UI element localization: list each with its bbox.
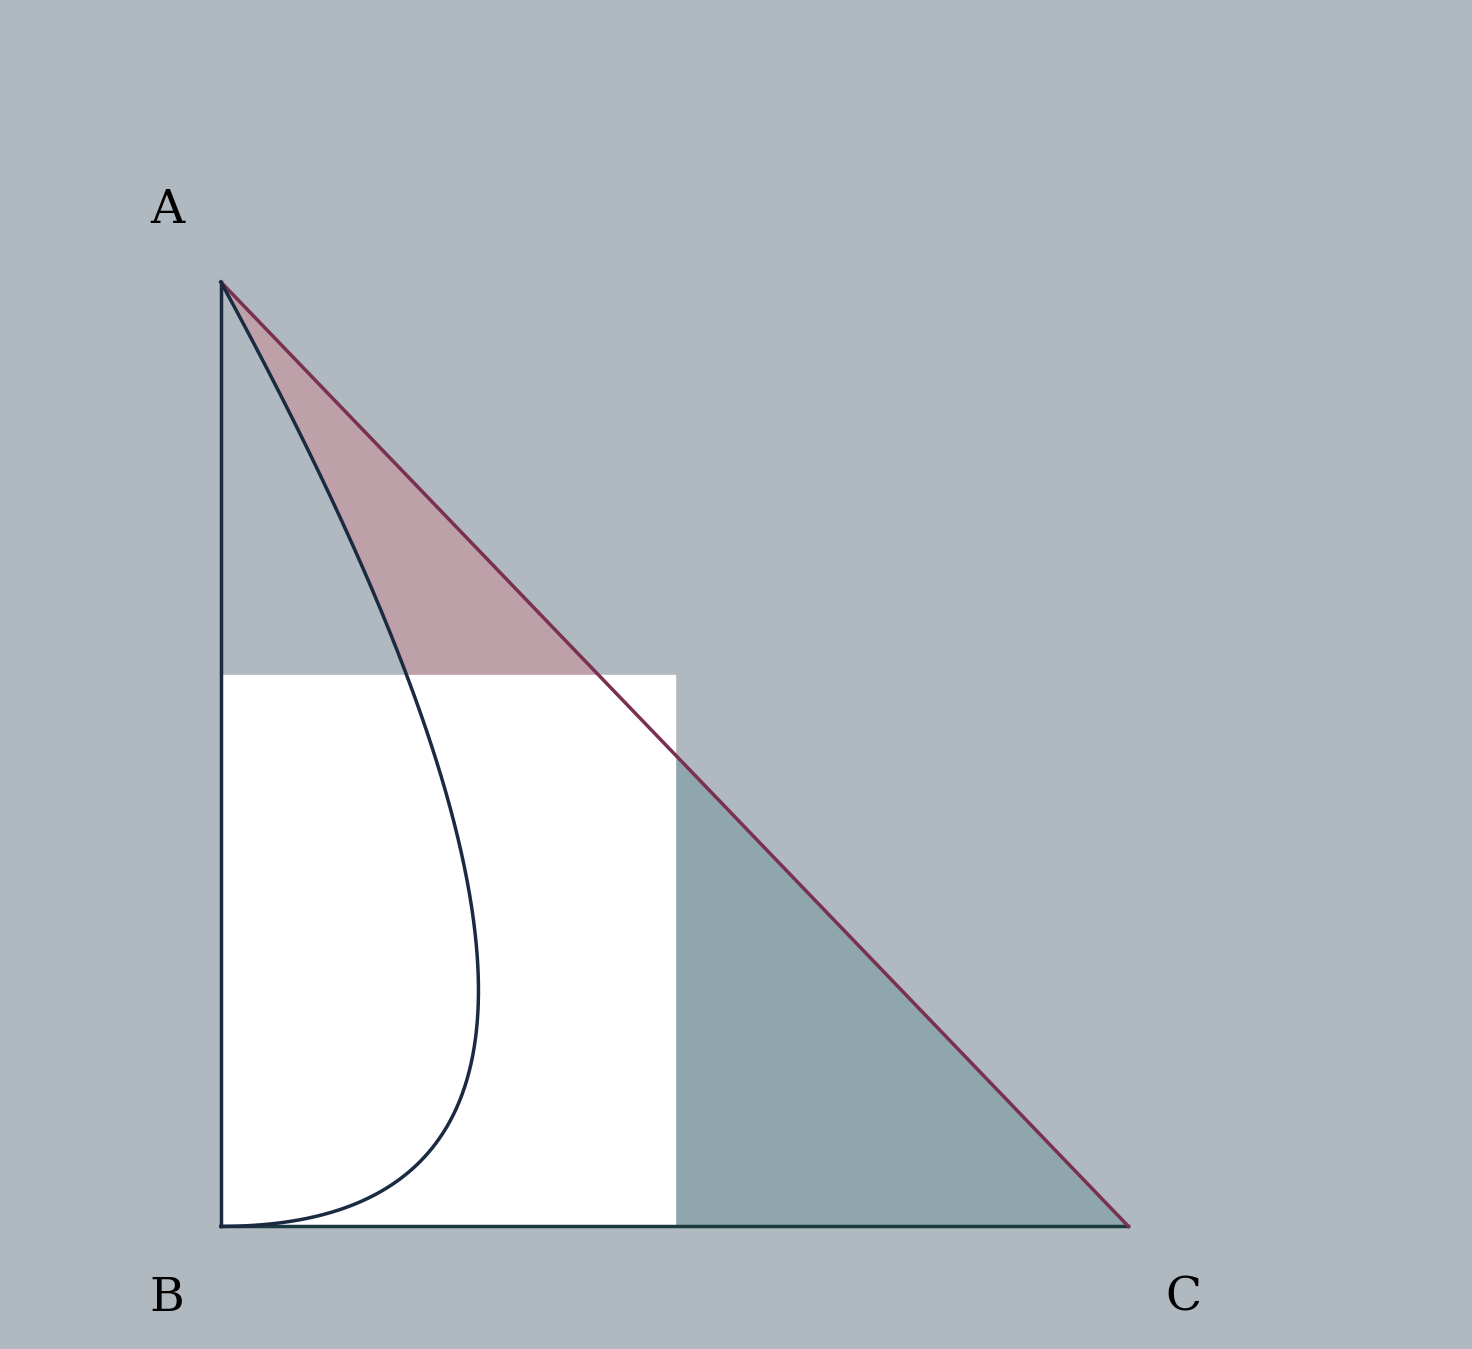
Text: C: C: [1166, 1275, 1201, 1321]
Text: A: A: [150, 188, 184, 233]
Polygon shape: [221, 674, 674, 1226]
Text: B: B: [149, 1275, 184, 1321]
Polygon shape: [221, 282, 1129, 1226]
Polygon shape: [674, 754, 1129, 1226]
